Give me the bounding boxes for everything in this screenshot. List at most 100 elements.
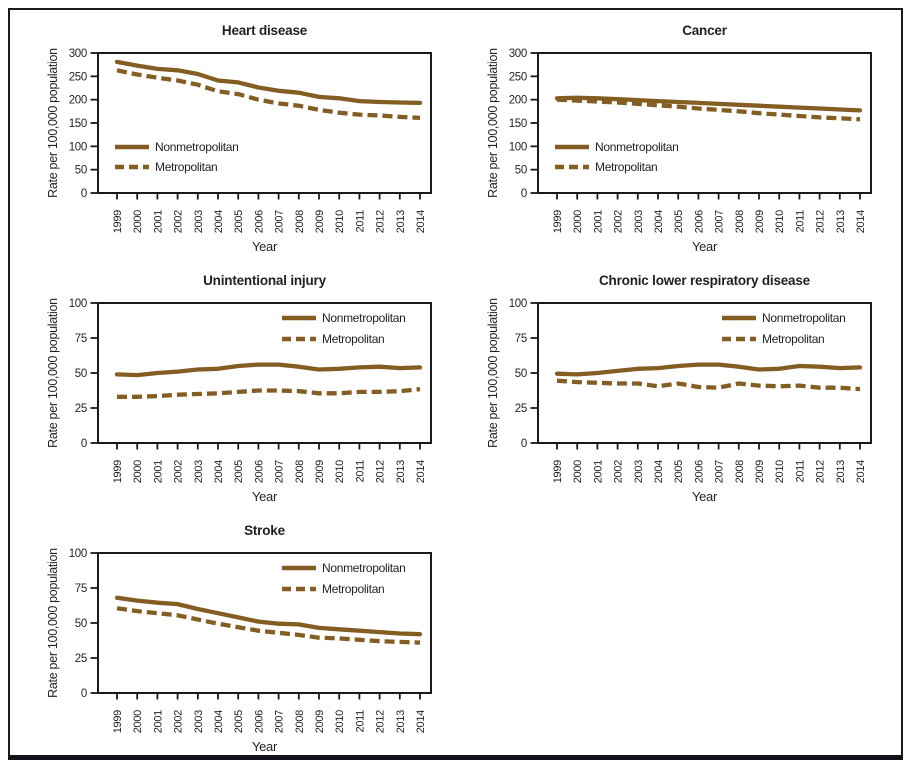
x-axis-title: Year <box>252 239 278 254</box>
y-tick-label: 0 <box>81 688 87 700</box>
x-tick-label: 2006 <box>253 210 265 233</box>
x-tick-label: 2013 <box>395 710 407 733</box>
x-tick-label: 1999 <box>552 210 564 233</box>
x-tick-label: 2006 <box>253 710 265 733</box>
x-tick-label: 2013 <box>835 460 847 483</box>
x-tick-label: 2004 <box>213 210 225 233</box>
legend-label: Metropolitan <box>322 332 384 346</box>
x-tick-label: 2012 <box>815 210 827 233</box>
y-tick-label: 100 <box>69 141 87 153</box>
y-tick-label: 0 <box>81 438 87 450</box>
y-axis-title: Rate per 100,000 population <box>46 298 60 448</box>
x-tick-label: 2000 <box>132 460 144 483</box>
y-tick-label: 200 <box>509 95 527 107</box>
x-tick-label: 2001 <box>152 210 164 233</box>
x-tick-label: 2000 <box>132 210 144 233</box>
x-tick-label: 2010 <box>334 210 346 233</box>
x-tick-label: 2002 <box>173 460 185 483</box>
x-tick-label: 1999 <box>112 710 124 733</box>
y-tick-label: 300 <box>69 48 87 60</box>
y-tick-label: 25 <box>75 403 87 415</box>
x-tick-label: 2007 <box>714 460 726 483</box>
x-tick-label: 2000 <box>572 460 584 483</box>
y-tick-label: 50 <box>515 368 527 380</box>
y-tick-label: 75 <box>515 333 527 345</box>
x-tick-label: 1999 <box>552 460 564 483</box>
x-tick-label: 2002 <box>613 210 625 233</box>
x-tick-label: 2012 <box>375 460 387 483</box>
x-tick-label: 2008 <box>734 460 746 483</box>
x-tick-label: 2009 <box>314 460 326 483</box>
x-tick-label: 2006 <box>693 210 705 233</box>
y-tick-label: 50 <box>515 165 527 177</box>
x-tick-label: 2011 <box>354 460 366 483</box>
x-tick-label: 2005 <box>233 460 245 483</box>
x-tick-label: 2000 <box>572 210 584 233</box>
chart-title-stroke: Stroke <box>244 523 285 538</box>
x-tick-label: 2010 <box>334 710 346 733</box>
series-line-solid <box>554 362 863 377</box>
x-axis-title: Year <box>252 739 278 754</box>
y-axis-title: Rate per 100,000 population <box>486 298 500 448</box>
y-tick-label: 0 <box>521 188 527 200</box>
x-tick-label: 2011 <box>794 210 806 233</box>
plot-unintentional-injury: 0 25 50 75 100 1999 2000 2001 2002 2003 2004 2005 20… <box>46 298 432 504</box>
x-tick-label: 2005 <box>233 710 245 733</box>
x-tick-label: 2007 <box>274 710 286 733</box>
x-tick-label: 2012 <box>815 460 827 483</box>
x-tick-label: 2001 <box>592 460 604 483</box>
y-tick-label: 100 <box>69 548 87 560</box>
chart-title-cancer: Cancer <box>682 23 727 38</box>
x-tick-label: 2011 <box>354 210 366 233</box>
legend-label: Metropolitan <box>155 160 217 174</box>
x-tick-label: 2003 <box>633 210 645 233</box>
plot-stroke: 0 25 50 75 100 1999 2000 2001 2002 2003 2004 2005 20… <box>46 548 432 754</box>
y-axis-title: Rate per 100,000 population <box>486 48 500 198</box>
x-tick-label: 2001 <box>152 460 164 483</box>
y-tick-label: 100 <box>509 298 527 310</box>
x-tick-label: 1999 <box>112 210 124 233</box>
y-tick-label: 75 <box>75 583 87 595</box>
x-tick-label: 2000 <box>132 710 144 733</box>
y-tick-label: 50 <box>75 165 87 177</box>
y-axis-title: Rate per 100,000 population <box>46 548 60 698</box>
x-tick-label: 2004 <box>213 710 225 733</box>
y-tick-label: 250 <box>509 71 527 83</box>
x-tick-label: 2006 <box>253 460 265 483</box>
x-tick-label: 2002 <box>173 710 185 733</box>
x-tick-label: 2007 <box>274 460 286 483</box>
x-tick-label: 1999 <box>112 460 124 483</box>
x-tick-label: 2011 <box>794 460 806 483</box>
x-axis-title: Year <box>692 239 718 254</box>
x-tick-label: 2003 <box>193 210 205 233</box>
legend-label: Metropolitan <box>762 332 824 346</box>
y-tick-label: 100 <box>69 298 87 310</box>
x-tick-label: 2009 <box>314 710 326 733</box>
x-tick-label: 2013 <box>395 460 407 483</box>
y-tick-label: 50 <box>75 368 87 380</box>
y-tick-label: 300 <box>509 48 527 60</box>
x-tick-label: 2012 <box>375 210 387 233</box>
chart-heart-disease: Heart disease 0 50 100 150 200 250 300 1999 2000… <box>25 10 465 260</box>
legend-label: Nonmetropolitan <box>322 311 406 325</box>
legend-label: Metropolitan <box>322 582 384 596</box>
x-tick-label: 2014 <box>415 210 427 233</box>
x-tick-label: 2006 <box>693 460 705 483</box>
y-tick-label: 250 <box>69 71 87 83</box>
x-tick-label: 2008 <box>294 710 306 733</box>
series-line-dashed <box>556 378 861 392</box>
series-line-dashed <box>116 606 421 645</box>
plot-border <box>537 52 872 194</box>
series-line-solid <box>554 95 863 113</box>
x-tick-label: 2009 <box>754 460 766 483</box>
x-tick-label: 2009 <box>314 210 326 233</box>
x-tick-label: 2014 <box>855 460 867 483</box>
plot-heart-disease: 0 50 100 150 200 250 300 1999 2000 2001 2002 2003 20… <box>46 48 432 254</box>
y-axis-title: Rate per 100,000 population <box>46 48 60 198</box>
legend-label: Nonmetropolitan <box>762 311 846 325</box>
series-line-solid <box>114 59 423 106</box>
x-tick-label: 2003 <box>633 460 645 483</box>
plot-cancer: 0 50 100 150 200 250 300 1999 2000 2001 2002 2003 20… <box>486 48 872 254</box>
chart-title-chronic-lower-respiratory-disease: Chronic lower respiratory disease <box>599 273 810 288</box>
x-tick-label: 2008 <box>734 210 746 233</box>
